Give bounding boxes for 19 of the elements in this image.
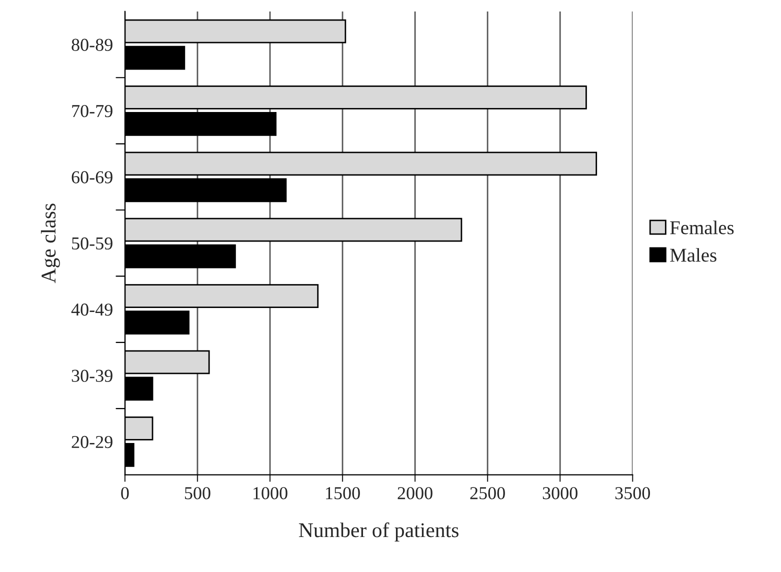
y-tick-label: 60-69 xyxy=(72,171,112,184)
x-tick-label: 1000 xyxy=(254,487,288,500)
x-tick-label: 3500 xyxy=(615,487,650,500)
x-tick-label: 2000 xyxy=(398,487,432,500)
x-tick-label: 3000 xyxy=(542,487,578,500)
y-tick-label: 30-39 xyxy=(72,370,112,382)
y-tick-label: 50-59 xyxy=(72,237,112,250)
y-tick-label: 70-79 xyxy=(72,104,112,118)
x-axis-title: Number of patients xyxy=(298,522,458,542)
x-tick-label: 0 xyxy=(121,487,129,500)
y-tick-label: 80-89 xyxy=(72,38,112,51)
x-tick-label: 2500 xyxy=(470,487,505,500)
y-axis-title: Age class xyxy=(40,204,60,284)
x-tick-label: 500 xyxy=(184,487,210,500)
y-tick-label: 20-29 xyxy=(72,436,112,448)
x-tick-label: 1500 xyxy=(326,487,360,500)
legend-label: Males xyxy=(670,248,716,262)
legend-label: Females xyxy=(670,220,734,234)
y-tick-label: 40-49 xyxy=(71,304,112,316)
